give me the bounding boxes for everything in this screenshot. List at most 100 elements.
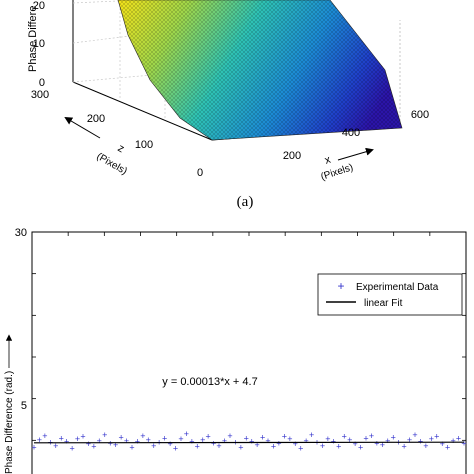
data-point: + (184, 429, 189, 439)
data-point: + (276, 438, 281, 448)
data-point: + (461, 438, 466, 448)
data-point: + (53, 441, 58, 451)
data-point: + (271, 442, 276, 452)
data-point: + (59, 433, 64, 443)
surface-plot: 20 10 0 Phase Differe 300 200 100 0 z (P… (27, 0, 429, 210)
y-tick-label: 5 (21, 400, 27, 412)
data-point: + (401, 442, 406, 452)
data-point: + (97, 436, 102, 446)
data-point: + (238, 443, 243, 453)
data-point: + (167, 439, 172, 449)
data-point: + (249, 437, 254, 447)
data-point: + (353, 439, 358, 449)
data-point: + (113, 440, 118, 450)
data-point: + (91, 442, 96, 452)
data-point: + (189, 437, 194, 447)
legend-label-fit: linear Fit (364, 298, 403, 309)
data-point: + (380, 440, 385, 450)
data-point: + (260, 433, 265, 443)
data-point: + (151, 441, 156, 451)
x-tick-label: 200 (283, 150, 301, 162)
data-point: + (385, 436, 390, 446)
y-axis-label: Phase Difference (rad.) (4, 371, 15, 474)
data-point: + (456, 433, 461, 443)
data-point: + (178, 434, 183, 444)
data-point: + (146, 435, 151, 445)
data-point: + (304, 436, 309, 446)
data-point: + (69, 443, 74, 453)
z-tick-label: 10 (33, 38, 45, 50)
z-pixel-axis-unit: (Pixels) (95, 151, 129, 177)
data-point: + (434, 432, 439, 442)
linear-fit-line (33, 441, 465, 444)
data-point: + (369, 431, 374, 441)
x-tick-label: 600 (411, 109, 429, 121)
data-point: + (244, 433, 249, 443)
legend: + Experimental Data linear Fit (317, 273, 463, 316)
surface-mesh (118, 0, 402, 140)
y-tick-label: 100 (135, 139, 153, 151)
data-point: + (429, 434, 434, 444)
data-point: + (124, 436, 129, 446)
data-point: + (287, 434, 292, 444)
subfigure-caption: (a) (237, 194, 254, 210)
data-point: + (265, 436, 270, 446)
data-point: + (391, 433, 396, 443)
data-point: + (118, 433, 123, 443)
x-tick-label: 400 (342, 127, 360, 139)
data-point: + (331, 437, 336, 447)
data-point: + (227, 431, 232, 441)
data-point: + (140, 431, 145, 441)
data-point: + (108, 438, 113, 448)
experimental-data-series: ++ +++ +++ ++ ++++ ++ ++++ ++++ ++ ++ ++ ++ + + ++ ++ + +… (31, 429, 466, 453)
data-point: + (336, 442, 341, 452)
data-point: + (200, 435, 205, 445)
data-point: + (358, 443, 363, 453)
legend-box (317, 273, 463, 316)
data-point: + (374, 438, 379, 448)
data-point: + (450, 436, 455, 446)
data-point: + (342, 432, 347, 442)
data-point: + (129, 443, 134, 453)
y-tick-label: 30 (15, 227, 27, 239)
data-point: + (309, 430, 314, 440)
axis-ticks (31, 231, 467, 441)
data-point: + (407, 435, 412, 445)
data-point: + (75, 434, 80, 444)
data-point: + (162, 433, 167, 443)
data-point: + (173, 443, 178, 453)
data-point: + (440, 439, 445, 449)
data-point: + (423, 441, 428, 451)
data-point: + (216, 441, 221, 451)
data-point: + (86, 439, 91, 449)
z-pixel-axis-label: z (116, 142, 127, 155)
data-point: + (445, 443, 450, 453)
data-point: + (347, 435, 352, 445)
data-point: + (31, 443, 36, 453)
y-tick-label: 300 (31, 89, 49, 101)
box-edge (72, 81, 213, 141)
y-tick-label: 0 (197, 167, 203, 179)
data-point: + (222, 436, 227, 446)
x-direction-arrow (337, 147, 374, 161)
data-point: + (102, 430, 107, 440)
data-point: + (255, 440, 260, 450)
line-plot: 30 5 Phase Difference (rad.) ++ +++ +++ ++ +… (4, 227, 467, 474)
data-point: + (282, 432, 287, 442)
z-direction-arrow (64, 116, 101, 139)
legend-label-experimental: Experimental Data (356, 282, 439, 293)
x-axis-unit: (Pixels) (320, 162, 355, 183)
data-point: + (195, 442, 200, 452)
data-point: + (211, 438, 216, 448)
fit-equation: y = 0.00013*x + 4.7 (162, 376, 257, 388)
data-point: + (37, 435, 42, 445)
data-point: + (293, 439, 298, 449)
data-point: + (320, 441, 325, 451)
data-point: + (64, 437, 69, 447)
y-tick-label: 200 (87, 113, 105, 125)
data-point: + (206, 432, 211, 442)
legend-marker-experimental: + (337, 279, 344, 293)
x-axis-label: x (323, 154, 332, 167)
z-tick-label: 0 (39, 77, 45, 89)
